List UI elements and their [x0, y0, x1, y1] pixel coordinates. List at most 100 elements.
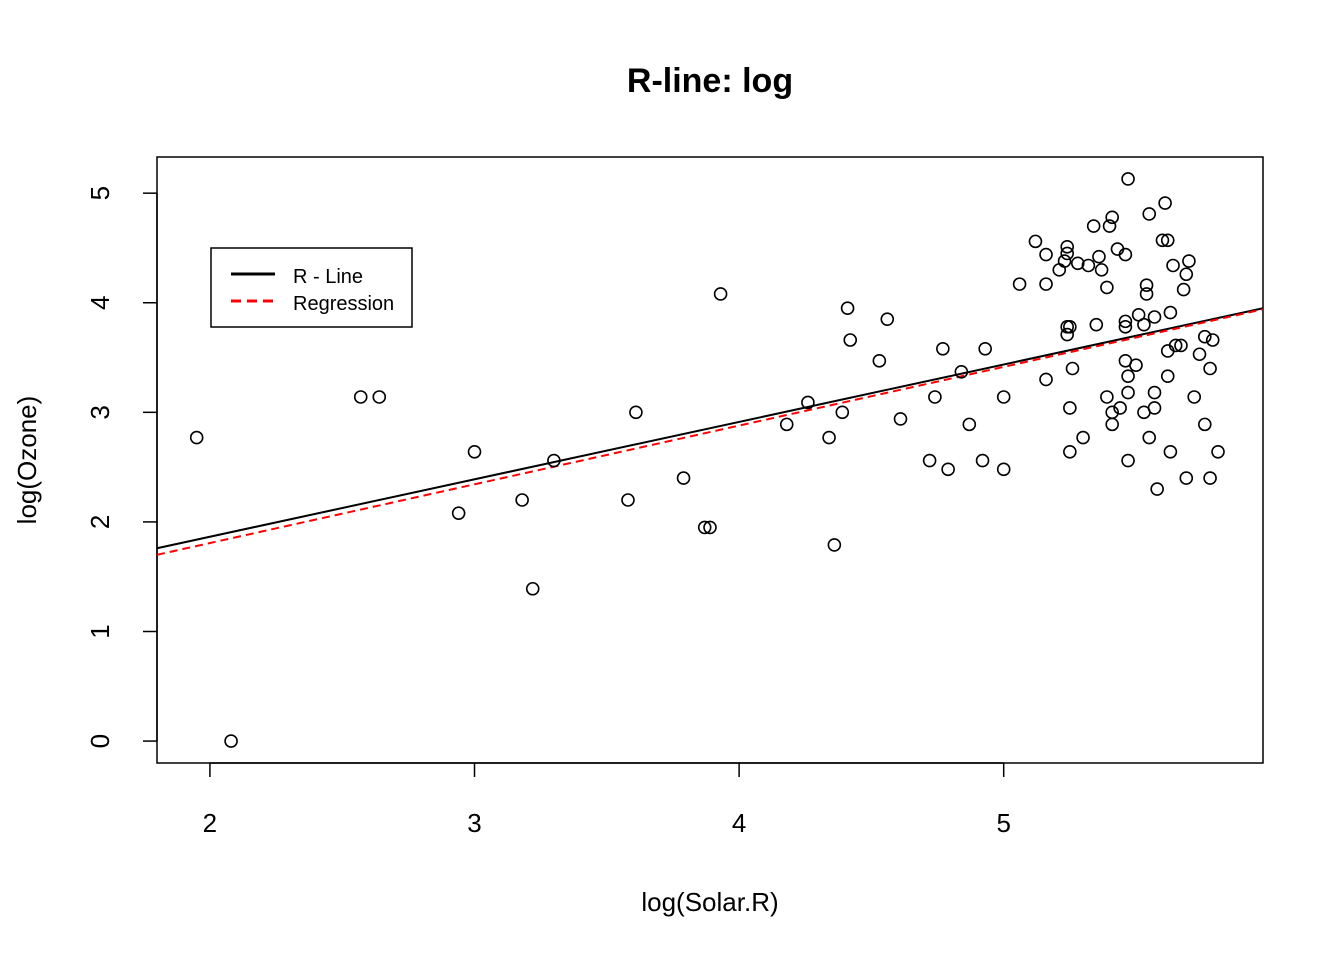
- data-point: [1063, 444, 1077, 459]
- data-point: [1187, 390, 1202, 404]
- data-point: [822, 430, 836, 445]
- data-point: [893, 412, 908, 426]
- data-point: [1012, 277, 1027, 291]
- data-point: [1137, 317, 1151, 332]
- legend-label-regression: Regression: [293, 293, 394, 315]
- data-point: [1100, 390, 1114, 404]
- data-point: [451, 506, 466, 520]
- data-point: [224, 734, 238, 748]
- data-point: [1065, 361, 1080, 376]
- data-point: [1182, 254, 1196, 268]
- x-tick-label: 5: [996, 808, 1010, 838]
- data-point: [1094, 263, 1109, 277]
- data-point: [1039, 277, 1053, 291]
- data-point: [835, 405, 850, 420]
- fit-lines: [156, 307, 1264, 556]
- data-point: [1039, 247, 1053, 262]
- data-point: [1070, 256, 1085, 271]
- data-point: [525, 581, 540, 596]
- data-point: [353, 390, 368, 404]
- data-point: [1197, 417, 1212, 432]
- data-point: [840, 301, 855, 316]
- data-point: [1163, 444, 1178, 459]
- data-point: [697, 520, 712, 535]
- data-point: [1155, 233, 1170, 248]
- data-point: [1150, 482, 1164, 496]
- data-point: [1176, 282, 1191, 297]
- data-point: [936, 341, 950, 356]
- data-point: [1179, 471, 1194, 485]
- data-point: [1121, 453, 1135, 468]
- x-axis: 2 3 4 5: [203, 762, 1011, 838]
- data-point: [676, 471, 691, 485]
- data-point: [801, 395, 815, 410]
- data-point: [1100, 280, 1114, 295]
- data-point: [1179, 267, 1194, 282]
- data-point: [779, 417, 794, 432]
- data-point: [1142, 430, 1157, 445]
- regression-line: [156, 308, 1264, 556]
- data-point: [1060, 240, 1075, 254]
- y-axis-label: log(Ozone): [12, 396, 42, 525]
- data-point: [621, 493, 635, 507]
- x-tick-label: 4: [732, 808, 746, 838]
- data-point: [978, 341, 992, 356]
- data-point: [996, 390, 1011, 404]
- data-point: [1086, 219, 1101, 233]
- data-point: [1158, 196, 1172, 210]
- legend: R - Line Regression: [210, 247, 413, 328]
- data-point: [1089, 317, 1104, 332]
- data-point: [1076, 430, 1090, 445]
- data-point: [1121, 172, 1135, 186]
- data-point: [1113, 401, 1127, 415]
- chart-title: R-line: log: [627, 62, 793, 100]
- y-tick-label: 1: [85, 624, 115, 638]
- data-point: [1121, 385, 1135, 400]
- data-point: [1160, 233, 1175, 248]
- data-point: [1039, 372, 1053, 387]
- data-point: [713, 287, 728, 301]
- x-tick-label: 3: [467, 808, 481, 838]
- data-point: [827, 538, 842, 552]
- data-point: [1142, 207, 1157, 221]
- data-point: [547, 453, 561, 468]
- data-point: [1168, 338, 1183, 353]
- y-tick-label: 5: [85, 186, 115, 200]
- data-point: [1092, 249, 1106, 264]
- data-point: [1147, 385, 1162, 400]
- data-point: [1203, 361, 1217, 376]
- data-point: [996, 462, 1011, 477]
- data-point: [1118, 314, 1133, 329]
- data-point: [1203, 471, 1217, 485]
- data-point: [1105, 210, 1119, 225]
- y-tick-label: 4: [85, 296, 115, 310]
- data-point: [1118, 320, 1133, 334]
- data-point: [1129, 358, 1143, 373]
- data-point: [372, 390, 387, 404]
- data-point: [1063, 320, 1077, 334]
- data-point: [880, 312, 895, 326]
- data-point: [1081, 258, 1096, 273]
- data-point: [1211, 444, 1225, 459]
- data-points: [189, 172, 1225, 748]
- data-point: [1139, 287, 1154, 301]
- data-point: [1118, 247, 1133, 262]
- data-point: [1197, 329, 1212, 344]
- y-tick-label: 0: [85, 734, 115, 748]
- data-point: [954, 364, 969, 379]
- data-point: [1028, 234, 1043, 249]
- data-point: [975, 453, 990, 468]
- y-axis: 0 1 2 3 4 5: [85, 186, 158, 748]
- legend-label-r-line: R - Line: [293, 266, 363, 288]
- data-point: [467, 444, 482, 459]
- data-point: [1057, 254, 1072, 268]
- data-point: [922, 453, 937, 468]
- data-point: [1205, 333, 1220, 347]
- data-point: [962, 417, 977, 432]
- data-point: [872, 354, 887, 368]
- data-point: [189, 430, 204, 445]
- data-point: [1105, 417, 1119, 432]
- data-point: [1147, 310, 1162, 324]
- data-point: [1163, 305, 1178, 320]
